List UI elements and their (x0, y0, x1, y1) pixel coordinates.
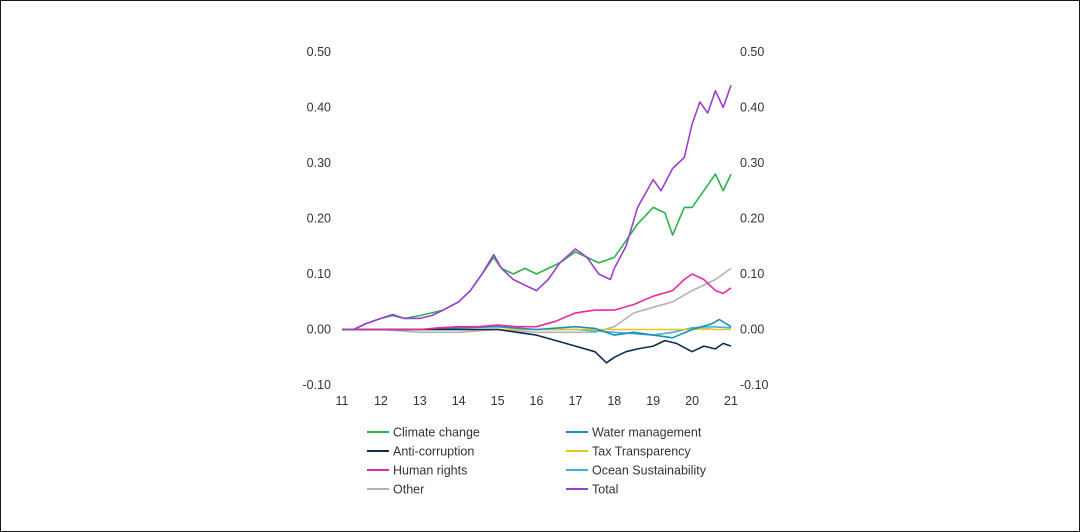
y-tick-right-label: 0.20 (740, 212, 764, 226)
legend-item: Human rights (367, 464, 467, 478)
legend-item: Ocean Sustainability (566, 464, 707, 478)
y-tick-left-label: 0.30 (307, 156, 331, 170)
x-tick-label: 17 (568, 394, 582, 408)
legend-label: Total (592, 483, 618, 497)
x-tick-label: 20 (685, 394, 699, 408)
legend-label: Climate change (393, 426, 480, 440)
legend-label: Ocean Sustainability (592, 464, 707, 478)
legend-label: Anti-corruption (393, 445, 474, 459)
y-tick-right-label: 0.30 (740, 156, 764, 170)
series-line-anti-corruption (342, 328, 732, 364)
y-tick-right-label: -0.10 (740, 378, 769, 392)
series-layer (342, 85, 732, 364)
x-tick-label: 11 (336, 394, 349, 408)
series-line-human-rights (342, 273, 732, 331)
y-tick-left-label: -0.10 (303, 378, 332, 392)
series-line-tax-transparency (342, 327, 731, 331)
legend-item: Climate change (367, 426, 480, 440)
legend-item: Anti-corruption (367, 445, 474, 459)
y-tick-right-label: 0.50 (740, 45, 764, 59)
legend-item: Tax Transparency (566, 445, 691, 459)
y-tick-left-label: 0.40 (307, 101, 331, 115)
series-line-other (342, 267, 732, 334)
series-line-total (342, 85, 732, 331)
series-line-water-management (342, 318, 732, 339)
y-tick-right-label: 0.00 (740, 323, 764, 337)
legend-label: Water management (592, 426, 702, 440)
x-axis: 11 12 13 14 15 16 17 18 19 20 21 (336, 394, 738, 408)
legend: Climate change Water management Anti-corru… (367, 426, 707, 497)
legend-label: Human rights (393, 464, 467, 478)
legend-item: Other (367, 483, 424, 497)
x-tick-label: 16 (530, 394, 544, 408)
y-tick-left-label: 0.00 (307, 323, 331, 337)
series-line-climate-change (342, 173, 732, 331)
legend-item: Water management (566, 426, 702, 440)
y-tick-right-label: 0.10 (740, 267, 764, 281)
y-tick-right-label: 0.40 (740, 101, 764, 115)
x-tick-label: 18 (607, 394, 621, 408)
legend-label: Other (393, 483, 424, 497)
y-tick-left-label: 0.50 (307, 45, 331, 59)
x-tick-label: 21 (724, 394, 738, 408)
x-tick-label: 14 (452, 394, 466, 408)
x-tick-label: 12 (374, 394, 388, 408)
y-axis-right: 0.50 0.40 0.30 0.20 0.10 0.00 -0.10 (740, 45, 769, 392)
y-tick-left-label: 0.10 (307, 267, 331, 281)
legend-item: Total (566, 483, 618, 497)
y-tick-left-label: 0.20 (307, 212, 331, 226)
legend-label: Tax Transparency (592, 445, 691, 459)
x-tick-label: 15 (491, 394, 505, 408)
x-tick-label: 19 (646, 394, 660, 408)
x-tick-label: 13 (413, 394, 427, 408)
y-axis-left: 0.50 0.40 0.30 0.20 0.10 0.00 -0.10 (303, 45, 332, 392)
